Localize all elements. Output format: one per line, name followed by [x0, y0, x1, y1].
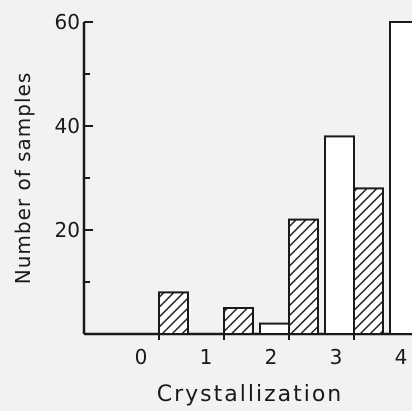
x-tick-label: 1 [200, 345, 213, 369]
x-tick-label: 2 [265, 345, 278, 369]
bar-0-series-2 [158, 291, 189, 335]
x-tick-label: 4 [395, 345, 408, 369]
x-axis-label: Crystallization [157, 382, 344, 407]
y-tick-label: 60 [55, 10, 80, 34]
x-tick-label: 3 [330, 345, 343, 369]
y-axis-label: Number of samples [11, 72, 35, 284]
bar-3-series-2 [353, 187, 384, 335]
bar-1-series-2 [223, 307, 254, 335]
y-tick-label: 20 [55, 218, 80, 242]
bar-3-series-1 [324, 135, 355, 335]
bar-4-series-1 [389, 21, 412, 335]
bar-2-series-1 [259, 322, 290, 336]
x-tick-label: 0 [135, 345, 148, 369]
y-tick-label: 40 [55, 114, 80, 138]
bar-2-series-2 [288, 218, 319, 336]
